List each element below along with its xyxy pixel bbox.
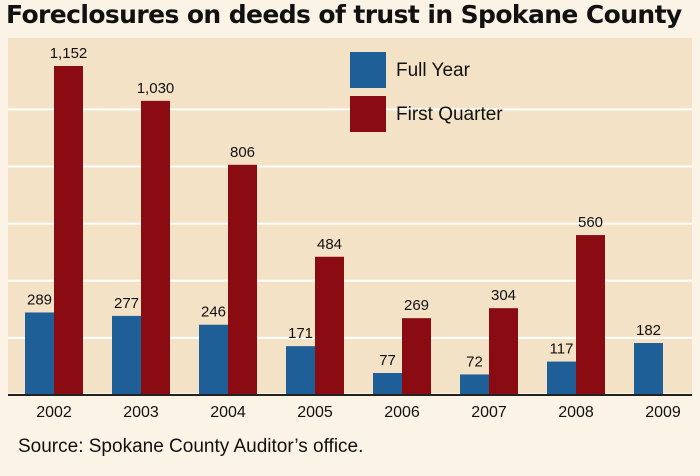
value-label-first-quarter-2006: 269 <box>404 297 429 314</box>
value-label-first-quarter-2005: 484 <box>317 236 342 253</box>
x-tick-label-2009: 2009 <box>645 404 681 421</box>
value-label-full-year-2006: 77 <box>379 352 396 369</box>
bars <box>25 66 663 395</box>
chart-title: Foreclosures on deeds of trust in Spokan… <box>6 0 682 29</box>
bar-first-quarter-2005 <box>315 256 344 395</box>
value-label-full-year-2004: 246 <box>201 304 226 321</box>
source-note: Source: Spokane County Auditor’s office. <box>18 436 364 457</box>
bar-full-year-2009 <box>634 343 663 395</box>
value-label-full-year-2002: 289 <box>27 291 52 308</box>
value-label-first-quarter-2008: 560 <box>578 214 603 231</box>
x-tick-label-2005: 2005 <box>297 404 333 421</box>
x-tick-label-2004: 2004 <box>210 404 246 421</box>
x-tick-label-2003: 2003 <box>123 404 159 421</box>
bar-chart: 289 1,152 277 1,030 246 806 171 484 77 269 72 304 11… <box>8 38 692 421</box>
bar-first-quarter-2006 <box>402 318 431 395</box>
value-label-full-year-2005: 171 <box>288 325 313 342</box>
bar-full-year-2004 <box>199 324 228 395</box>
bar-first-quarter-2003 <box>141 100 170 395</box>
value-label-first-quarter-2002: 1,152 <box>50 45 88 62</box>
value-label-full-year-2008: 117 <box>550 341 574 358</box>
bar-first-quarter-2004 <box>228 164 257 395</box>
legend-swatch-first-quarter <box>350 96 386 132</box>
value-label-first-quarter-2003: 1,030 <box>137 80 175 97</box>
value-label-full-year-2009: 182 <box>636 322 661 339</box>
x-tick-label-2002: 2002 <box>36 404 72 421</box>
bar-full-year-2003 <box>112 315 141 395</box>
value-label-first-quarter-2007: 304 <box>491 287 516 304</box>
x-tick-label-2007: 2007 <box>471 404 507 421</box>
legend-label-first-quarter: First Quarter <box>396 104 503 125</box>
x-tick-labels: 2002 2003 2004 2005 2006 2007 2008 2009 <box>36 404 681 421</box>
bar-full-year-2005 <box>286 346 315 395</box>
value-label-first-quarter-2004: 806 <box>230 144 255 161</box>
value-labels: 289 1,152 277 1,030 246 806 171 484 77 269 72 304 11… <box>27 45 661 370</box>
x-tick-label-2006: 2006 <box>384 404 420 421</box>
bar-full-year-2008 <box>547 361 576 395</box>
legend: Full Year First Quarter <box>350 52 503 132</box>
bar-first-quarter-2007 <box>489 308 518 395</box>
bar-first-quarter-2002 <box>54 66 83 395</box>
value-label-full-year-2007: 72 <box>466 353 483 370</box>
legend-swatch-full-year <box>350 52 386 88</box>
bar-full-year-2007 <box>460 374 489 395</box>
legend-label-full-year: Full Year <box>396 60 471 81</box>
x-tick-label-2008: 2008 <box>558 404 594 421</box>
bar-full-year-2002 <box>25 312 54 395</box>
bar-first-quarter-2008 <box>576 235 605 395</box>
bar-full-year-2006 <box>373 373 402 395</box>
value-label-full-year-2003: 277 <box>114 295 139 312</box>
